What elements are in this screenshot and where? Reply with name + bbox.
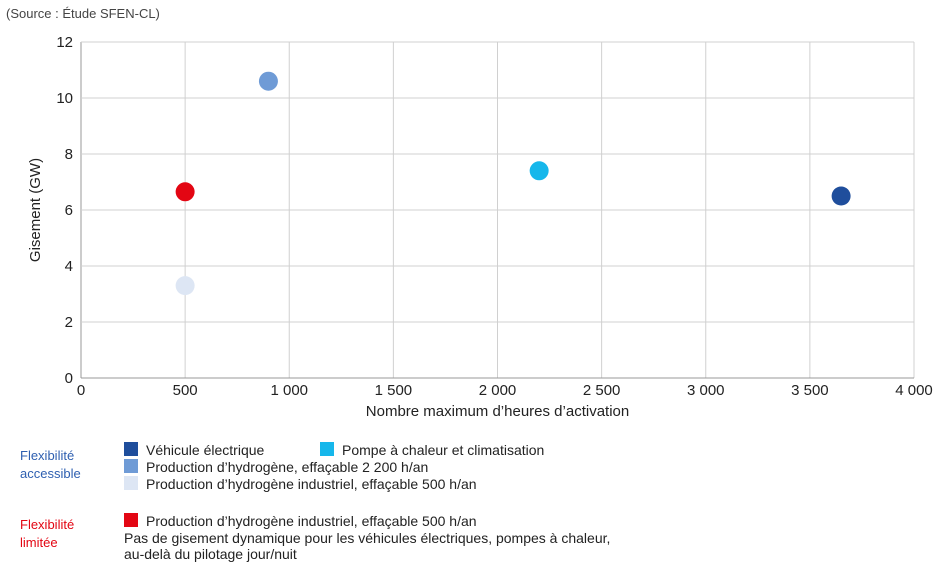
x-tick-label: 2 000 (479, 382, 517, 399)
x-tick-label: 4 000 (895, 382, 933, 399)
legend-group-accessible-line1: Flexibilité (20, 448, 75, 463)
legend-swatch (124, 513, 138, 527)
legend-item-hydrogene-2200: Production d’hydrogène, effaçable 2 200 … (124, 459, 428, 476)
legend-group-limited-title: Flexibilité limitée (20, 516, 74, 552)
legend-label: Pompe à chaleur et climatisation (342, 442, 545, 458)
legend-note-line2: au-delà du pilotage jour/nuit (124, 546, 297, 562)
legend-item-hydrogene-industriel-accessible: Production d’hydrogène industriel, effaç… (124, 476, 477, 493)
x-tick-label: 1 000 (270, 382, 308, 399)
legend-label: Production d’hydrogène industriel, effaç… (146, 476, 477, 492)
legend-group-limited-line2: limitée (20, 535, 58, 550)
legend-group-limited-line1: Flexibilité (20, 517, 75, 532)
legend-swatch (124, 442, 138, 456)
legend-item-vehicule: Véhicule électrique (124, 442, 264, 459)
x-tick-label: 0 (77, 382, 85, 399)
y-tick-label: 12 (56, 34, 73, 51)
y-tick-label: 0 (65, 370, 73, 387)
scatter-chart: 0 500 1 000 1 500 2 000 2 500 3 000 3 500 4 000 … (27, 34, 933, 420)
data-point (175, 182, 195, 202)
legend-item-pompe: Pompe à chaleur et climatisation (320, 442, 544, 459)
data-point (175, 276, 195, 296)
legend-label: Production d’hydrogène industriel, effaç… (146, 513, 477, 529)
x-tick-label: 500 (173, 382, 198, 399)
legend-accessible: Véhicule électrique Pompe à chaleur et c… (124, 442, 724, 494)
x-axis-label: Nombre maximum d’heures d’activation (366, 403, 629, 420)
y-tick-label: 6 (65, 202, 73, 219)
y-tick-label: 10 (56, 90, 73, 107)
legend-swatch (124, 459, 138, 473)
x-tick-label: 2 500 (583, 382, 621, 399)
y-tick-label: 2 (65, 314, 73, 331)
legend-label: Production d’hydrogène, effaçable 2 200 … (146, 459, 429, 475)
x-tick-label: 3 000 (687, 382, 725, 399)
chart-source: (Source : Étude SFEN-CL) (6, 6, 160, 21)
legend-group-accessible-line2: accessible (20, 466, 81, 481)
grid-lines (80, 41, 915, 379)
y-tick-labels: 0 2 4 6 8 10 12 (56, 34, 73, 387)
y-tick-label: 4 (65, 258, 73, 275)
legend-label: Véhicule électrique (146, 442, 265, 458)
legend-swatch (320, 442, 334, 456)
data-point (529, 161, 549, 181)
legend-group-accessible-title: Flexibilité accessible (20, 447, 81, 483)
data-point (258, 71, 278, 91)
data-point (831, 186, 851, 206)
legend-note-line1: Pas de gisement dynamique pour les véhic… (124, 530, 611, 546)
legend-item-hydrogene-industriel-limited: Production d’hydrogène industriel, effaç… (124, 513, 477, 530)
x-tick-labels: 0 500 1 000 1 500 2 000 2 500 3 000 3 500 4 000 (77, 382, 933, 399)
y-axis-label: Gisement (GW) (27, 158, 44, 262)
legend-limited: Production d’hydrogène industriel, effaç… (124, 513, 824, 533)
y-tick-label: 8 (65, 146, 73, 163)
x-tick-label: 1 500 (375, 382, 413, 399)
legend-swatch (124, 476, 138, 490)
x-tick-label: 3 500 (791, 382, 829, 399)
data-points (175, 71, 851, 296)
legend-note: Pas de gisement dynamique pour les véhic… (124, 530, 610, 562)
